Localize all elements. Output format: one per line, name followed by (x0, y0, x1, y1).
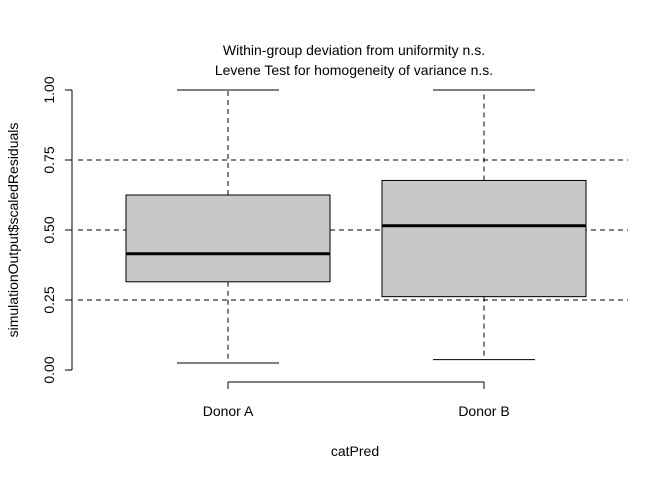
x-tick-label: Donor A (203, 403, 254, 419)
y-tick-label: 0.50 (41, 216, 57, 243)
box-1 (381, 89, 587, 361)
x-axis-label: catPred (331, 443, 379, 459)
x-tick-label: Donor B (458, 403, 509, 419)
y-axis-label: simulationOutput$scaledResiduals (5, 123, 21, 338)
y-ticks: 0.00 0.25 0.50 0.75 1.00 (41, 76, 72, 384)
boxes (125, 89, 587, 364)
y-tick-label: 0.75 (41, 146, 57, 173)
box-iqr (125, 194, 331, 283)
chart-title-line-2: Levene Test for homogeneity of variance … (215, 62, 493, 78)
y-tick-label: 1.00 (41, 76, 57, 103)
x-ticks: Donor A Donor B (203, 382, 510, 419)
box-iqr (381, 179, 587, 298)
y-tick-label: 0.00 (41, 356, 57, 383)
chart-title-line-1: Within-group deviation from uniformity n… (223, 42, 485, 58)
y-tick-label: 0.25 (41, 286, 57, 313)
box-0 (125, 89, 331, 364)
